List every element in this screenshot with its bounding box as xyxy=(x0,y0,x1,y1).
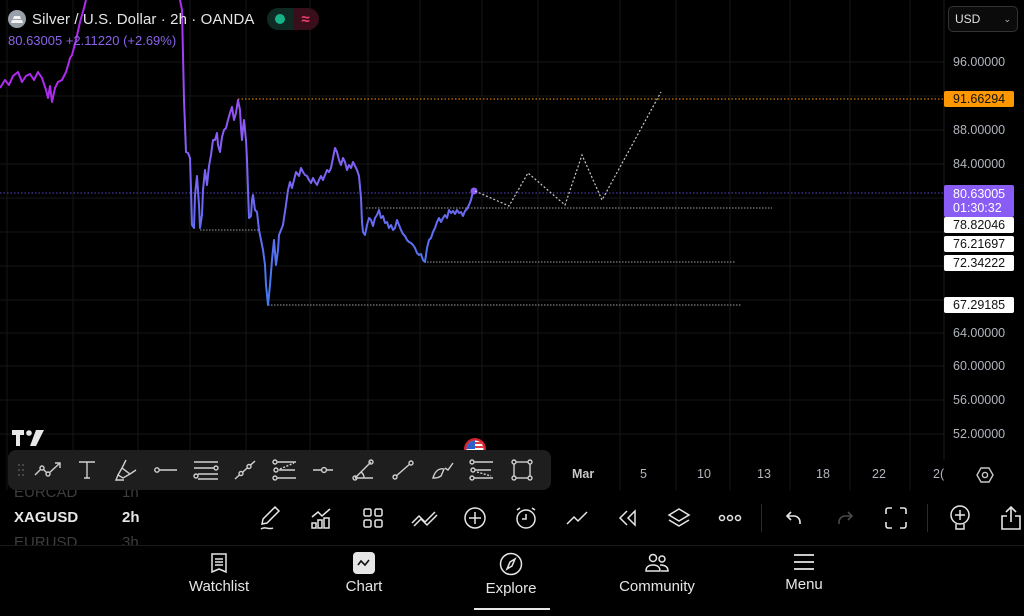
price-change-line: 80.63005 +2.11220 (+2.69%) xyxy=(8,33,177,48)
currency-value: USD xyxy=(955,12,981,26)
currency-select[interactable]: USD ⌄ xyxy=(948,6,1018,32)
time-tick: 18 xyxy=(816,467,830,481)
tab-label: Chart xyxy=(345,578,383,595)
current-price-value: 80.63005 xyxy=(953,187,1006,201)
drawing-toolbar[interactable] xyxy=(8,450,551,490)
market-status-pill[interactable]: ≈ xyxy=(266,8,319,30)
tab-label: Explore xyxy=(485,580,537,597)
tradingview-logo[interactable] xyxy=(12,430,46,451)
time-tick: Mar xyxy=(572,467,595,481)
level-price-tag: 72.34222 xyxy=(944,255,1014,271)
chevron-down-icon: ⌄ xyxy=(1003,13,1011,24)
chart-icon xyxy=(353,552,375,574)
alert-clock-icon[interactable] xyxy=(500,500,551,536)
time-tick: 22 xyxy=(872,467,886,481)
time-tick: 13 xyxy=(757,467,771,481)
chart-toolbar[interactable] xyxy=(245,500,1024,536)
delayed-data-icon: ≈ xyxy=(292,8,319,30)
brush-icon[interactable] xyxy=(423,450,463,490)
chart-settings-icon[interactable] xyxy=(976,466,994,489)
extended-line-icon[interactable] xyxy=(226,450,266,490)
tab-label: Watchlist xyxy=(188,578,250,595)
toolbar-divider xyxy=(761,504,762,532)
projection-path xyxy=(474,91,662,207)
regression-channel-icon[interactable] xyxy=(265,450,305,490)
price-tick: 56.00000 xyxy=(953,393,1006,407)
tab-community[interactable]: Community xyxy=(597,552,717,595)
symbol-switcher[interactable]: EURCAD 1h XAGUSD 2h EURUSD 3h xyxy=(0,490,240,545)
chart-area[interactable]: Silver / U.S. Dollar · 2h · OANDA ≈ 80.6… xyxy=(0,0,1024,490)
level-price-tag: 67.29185 xyxy=(944,297,1014,313)
horizontal-line-icon[interactable] xyxy=(305,450,345,490)
trend-line-icon[interactable] xyxy=(28,450,68,490)
bottom-tab-bar[interactable]: Watchlist Chart Explore Community Menu xyxy=(0,545,1024,616)
tab-watchlist[interactable]: Watchlist xyxy=(159,552,279,595)
current-price-dot xyxy=(470,187,478,195)
undo-icon[interactable] xyxy=(768,500,819,536)
price-chart[interactable] xyxy=(0,0,1024,490)
indicators-icon[interactable] xyxy=(398,500,449,536)
price-tick: 52.00000 xyxy=(953,427,1006,441)
silver-symbol-icon xyxy=(8,10,26,28)
time-tick: 5 xyxy=(640,467,647,481)
redo-icon[interactable] xyxy=(819,500,870,536)
grid xyxy=(0,0,944,490)
tab-chart[interactable]: Chart xyxy=(304,552,424,595)
tab-explore[interactable]: Explore xyxy=(451,552,571,597)
segment-line-icon[interactable] xyxy=(384,450,424,490)
price-line-main xyxy=(179,0,474,306)
apps-grid-icon[interactable] xyxy=(347,500,398,536)
symbol-title[interactable]: Silver / U.S. Dollar · 2h · OANDA xyxy=(32,10,255,28)
price-tick: 84.00000 xyxy=(953,157,1006,171)
text-icon[interactable] xyxy=(68,450,108,490)
more-dots-icon[interactable] xyxy=(704,500,755,536)
community-icon xyxy=(645,553,669,572)
tab-menu[interactable]: Menu xyxy=(744,552,864,593)
toolbar-divider xyxy=(927,504,928,532)
menu-icon xyxy=(794,554,814,570)
market-open-icon xyxy=(266,8,293,30)
tab-label: Menu xyxy=(785,576,823,593)
drag-handle-icon[interactable] xyxy=(14,458,28,482)
draw-pencil-icon[interactable] xyxy=(245,500,296,536)
price-tick: 88.00000 xyxy=(953,123,1006,137)
time-tick: 2( xyxy=(933,467,945,481)
trend-angle-icon[interactable] xyxy=(344,450,384,490)
watchlist-row[interactable]: EURCAD 1h xyxy=(14,490,139,501)
compass-icon xyxy=(499,552,523,576)
share-icon[interactable] xyxy=(985,500,1024,536)
price-tick: 60.00000 xyxy=(953,359,1006,373)
fullscreen-icon[interactable] xyxy=(870,500,921,536)
horizontal-ray-icon[interactable] xyxy=(147,450,187,490)
highlighter-icon[interactable] xyxy=(107,450,147,490)
level-price-tag: 78.82046 xyxy=(944,217,1014,233)
add-plus-icon[interactable] xyxy=(449,500,500,536)
chart-type-icon[interactable] xyxy=(296,500,347,536)
watchlist-row[interactable]: EURUSD 3h xyxy=(14,534,139,545)
idea-bulb-icon[interactable] xyxy=(934,500,985,536)
level-price-tag: 91.66294 xyxy=(944,91,1014,107)
price-line-early xyxy=(0,0,87,103)
price-tick: 64.00000 xyxy=(953,326,1006,340)
symbol-header[interactable]: Silver / U.S. Dollar · 2h · OANDA ≈ xyxy=(8,8,319,30)
price-tick: 96.00000 xyxy=(953,55,1006,69)
line-style-icon[interactable] xyxy=(551,500,602,536)
parallel-channel-icon[interactable] xyxy=(186,450,226,490)
replay-rewind-icon[interactable] xyxy=(602,500,653,536)
active-tab-indicator xyxy=(474,608,550,610)
layers-icon[interactable] xyxy=(653,500,704,536)
bar-countdown: 01:30:32 xyxy=(953,201,1002,215)
level-price-tag: 76.21697 xyxy=(944,236,1014,252)
time-tick: 10 xyxy=(697,467,711,481)
us-event-flag-icon[interactable] xyxy=(462,436,488,452)
flat-channel-icon[interactable] xyxy=(463,450,503,490)
watchlist-icon xyxy=(211,553,227,574)
current-price-tag: 80.63005 01:30:32 xyxy=(944,185,1014,217)
rectangle-icon[interactable] xyxy=(502,450,542,490)
watchlist-row-active[interactable]: XAGUSD 2h xyxy=(14,509,140,526)
tab-label: Community xyxy=(619,578,695,595)
